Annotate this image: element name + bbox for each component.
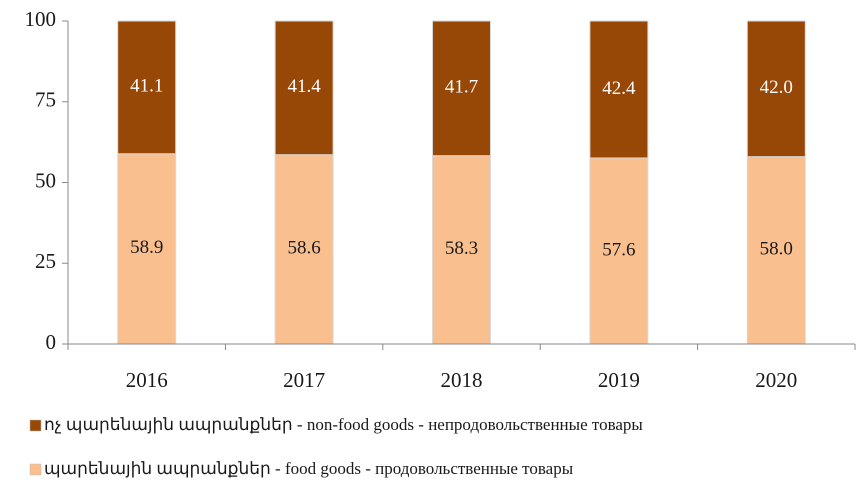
y-tick-label: 100 [25,7,57,31]
bar-segment [589,20,649,159]
legend-swatch [29,463,42,476]
legend-swatch [29,419,42,432]
y-tick-label: 75 [35,88,56,112]
data-label: 42.0 [760,77,793,98]
x-tick-label: 2017 [283,368,325,392]
data-label: 58.9 [130,237,163,258]
data-label: 42.4 [602,78,636,99]
legend-label: պարենային ապրանքներ - food goods - продо… [44,459,574,478]
legend-label: ոչ պարենային ապրանքներ - non-food goods … [44,415,643,434]
bar-segment [117,20,177,155]
bar-segment [589,157,649,345]
data-label: 41.1 [130,76,163,97]
bar-segment [274,20,334,156]
x-tick-label: 2018 [441,368,483,392]
y-tick-label: 0 [46,330,57,354]
x-tick-label: 2019 [598,368,640,392]
data-label: 58.0 [760,239,793,260]
x-tick-label: 2020 [755,368,797,392]
y-tick-label: 25 [35,249,56,273]
bar-segment [746,20,806,158]
bar-segment [432,20,491,157]
bar-segment [432,155,491,345]
y-tick-label: 50 [35,168,56,192]
x-tick-label: 2016 [126,368,168,392]
data-label: 58.3 [445,238,478,259]
bar-segment [274,154,334,345]
data-label: 57.6 [602,239,635,260]
data-label: 41.4 [287,76,321,97]
data-label: 58.6 [287,238,320,259]
data-label: 41.7 [445,77,478,98]
